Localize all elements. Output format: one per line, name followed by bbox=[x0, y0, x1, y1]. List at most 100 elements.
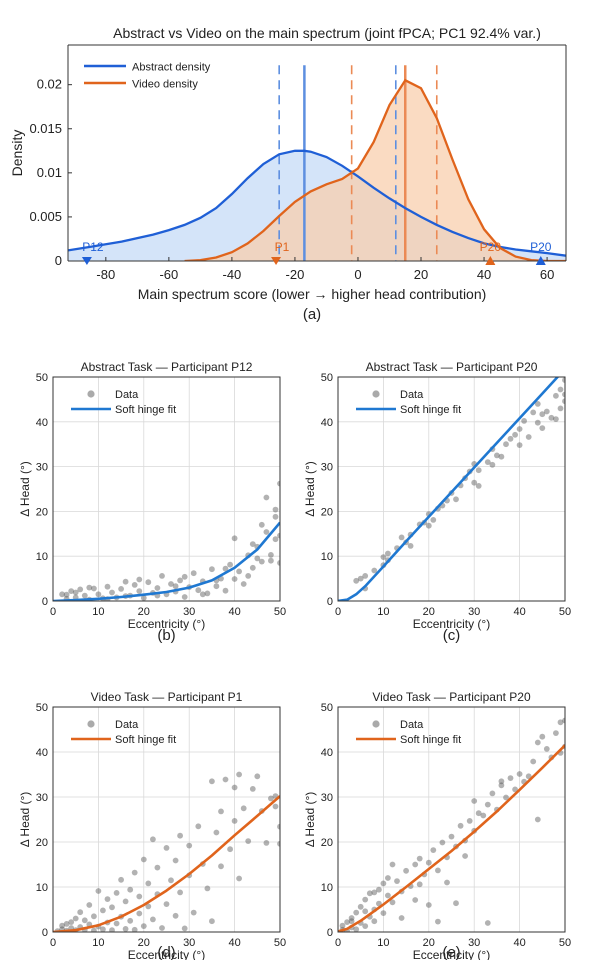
data-point bbox=[376, 900, 382, 907]
data-point bbox=[72, 915, 79, 922]
data-point bbox=[534, 816, 541, 823]
chart-title: Video Task — Participant P20 bbox=[372, 690, 531, 704]
data-point bbox=[507, 775, 514, 781]
data-point bbox=[475, 467, 482, 474]
panel-caption: (c) bbox=[443, 627, 461, 644]
data-point bbox=[277, 840, 280, 847]
x-tick-label: 30 bbox=[183, 937, 195, 949]
data-point bbox=[380, 910, 387, 916]
data-point bbox=[425, 522, 432, 529]
y-tick-label: 50 bbox=[321, 702, 333, 714]
data-point bbox=[498, 453, 505, 460]
data-point bbox=[272, 513, 279, 520]
data-point bbox=[557, 719, 564, 726]
data-point bbox=[218, 863, 224, 870]
data-point bbox=[444, 879, 450, 886]
data-point bbox=[412, 861, 419, 868]
plot-area bbox=[338, 717, 565, 932]
data-point bbox=[435, 867, 441, 874]
data-point bbox=[236, 568, 243, 575]
y-tick-label: 20 bbox=[36, 837, 48, 849]
data-point bbox=[553, 392, 559, 399]
data-point bbox=[277, 560, 280, 566]
data-point bbox=[154, 585, 161, 591]
data-point bbox=[385, 892, 391, 899]
data-point bbox=[131, 869, 138, 876]
data-point bbox=[122, 578, 129, 585]
data-point bbox=[371, 918, 378, 925]
data-point bbox=[100, 907, 106, 914]
data-point bbox=[557, 405, 564, 412]
data-point bbox=[525, 773, 532, 780]
data-point bbox=[68, 588, 75, 594]
data-point bbox=[109, 904, 115, 911]
x-tick-label: 10 bbox=[92, 937, 104, 949]
data-point bbox=[439, 839, 446, 846]
participant-marker-3 bbox=[535, 256, 546, 265]
data-point bbox=[91, 913, 97, 920]
data-point bbox=[81, 917, 88, 924]
data-point bbox=[548, 414, 555, 421]
data-point bbox=[348, 918, 355, 925]
data-point bbox=[362, 573, 369, 579]
data-point bbox=[362, 896, 369, 903]
data-point bbox=[344, 919, 350, 925]
data-point bbox=[512, 786, 518, 793]
data-point bbox=[190, 570, 197, 577]
data-point bbox=[263, 529, 270, 535]
x-tick-label: -20 bbox=[286, 267, 305, 282]
data-point bbox=[416, 855, 423, 862]
data-point bbox=[371, 567, 378, 574]
x-tick-label: 40 bbox=[228, 937, 240, 949]
legend-label-fit: Soft hinge fit bbox=[400, 404, 461, 416]
participant-marker-1 bbox=[271, 257, 282, 265]
x-tick-label: 40 bbox=[513, 937, 525, 949]
data-point bbox=[277, 823, 280, 830]
data-point bbox=[150, 916, 156, 923]
chart-title: Abstract Task — Participant P12 bbox=[81, 360, 253, 374]
legend-marker-data bbox=[87, 720, 95, 728]
y-tick-label: 30 bbox=[36, 792, 48, 804]
x-tick-label: -40 bbox=[223, 267, 242, 282]
data-point bbox=[263, 494, 270, 501]
x-axis-label: Eccentricity (°) bbox=[413, 948, 490, 960]
data-point bbox=[77, 586, 84, 593]
y-tick-label: 0.02 bbox=[37, 77, 62, 92]
data-point bbox=[525, 434, 532, 440]
data-point bbox=[227, 561, 234, 568]
x-axis-label: Eccentricity (°) bbox=[413, 617, 490, 631]
data-point bbox=[371, 889, 378, 896]
fit-line bbox=[338, 744, 565, 932]
x-tick-label: -80 bbox=[96, 267, 115, 282]
data-point bbox=[122, 898, 129, 905]
data-point bbox=[113, 920, 120, 927]
panel-d: Video Task — Participant P1 00 10 10 20 20 30 3… bbox=[18, 690, 286, 960]
x-tick-label: 0 bbox=[50, 606, 56, 618]
x-axis-label: Eccentricity (°) bbox=[128, 617, 205, 631]
data-point bbox=[95, 888, 102, 894]
x-tick-label: 20 bbox=[423, 606, 435, 618]
data-point bbox=[136, 576, 143, 583]
data-point bbox=[195, 823, 202, 830]
y-tick-label: 0 bbox=[42, 927, 48, 939]
y-tick-label: 0.015 bbox=[29, 121, 62, 136]
data-point bbox=[204, 885, 211, 892]
data-point bbox=[353, 577, 360, 584]
data-point bbox=[181, 925, 188, 932]
data-point bbox=[494, 452, 500, 459]
data-point bbox=[86, 902, 93, 908]
data-point bbox=[177, 832, 184, 839]
x-tick-label: 10 bbox=[377, 606, 389, 618]
data-point bbox=[516, 442, 523, 448]
data-point bbox=[407, 543, 414, 549]
data-point bbox=[412, 897, 419, 903]
data-point bbox=[539, 411, 546, 418]
x-tick-label: 50 bbox=[559, 606, 571, 618]
data-point bbox=[553, 730, 559, 736]
data-point bbox=[136, 893, 143, 900]
x-tick-label: 20 bbox=[423, 937, 435, 949]
data-point bbox=[339, 922, 346, 929]
data-point bbox=[258, 558, 265, 565]
data-point bbox=[168, 581, 174, 587]
x-tick-label: 20 bbox=[138, 606, 150, 618]
